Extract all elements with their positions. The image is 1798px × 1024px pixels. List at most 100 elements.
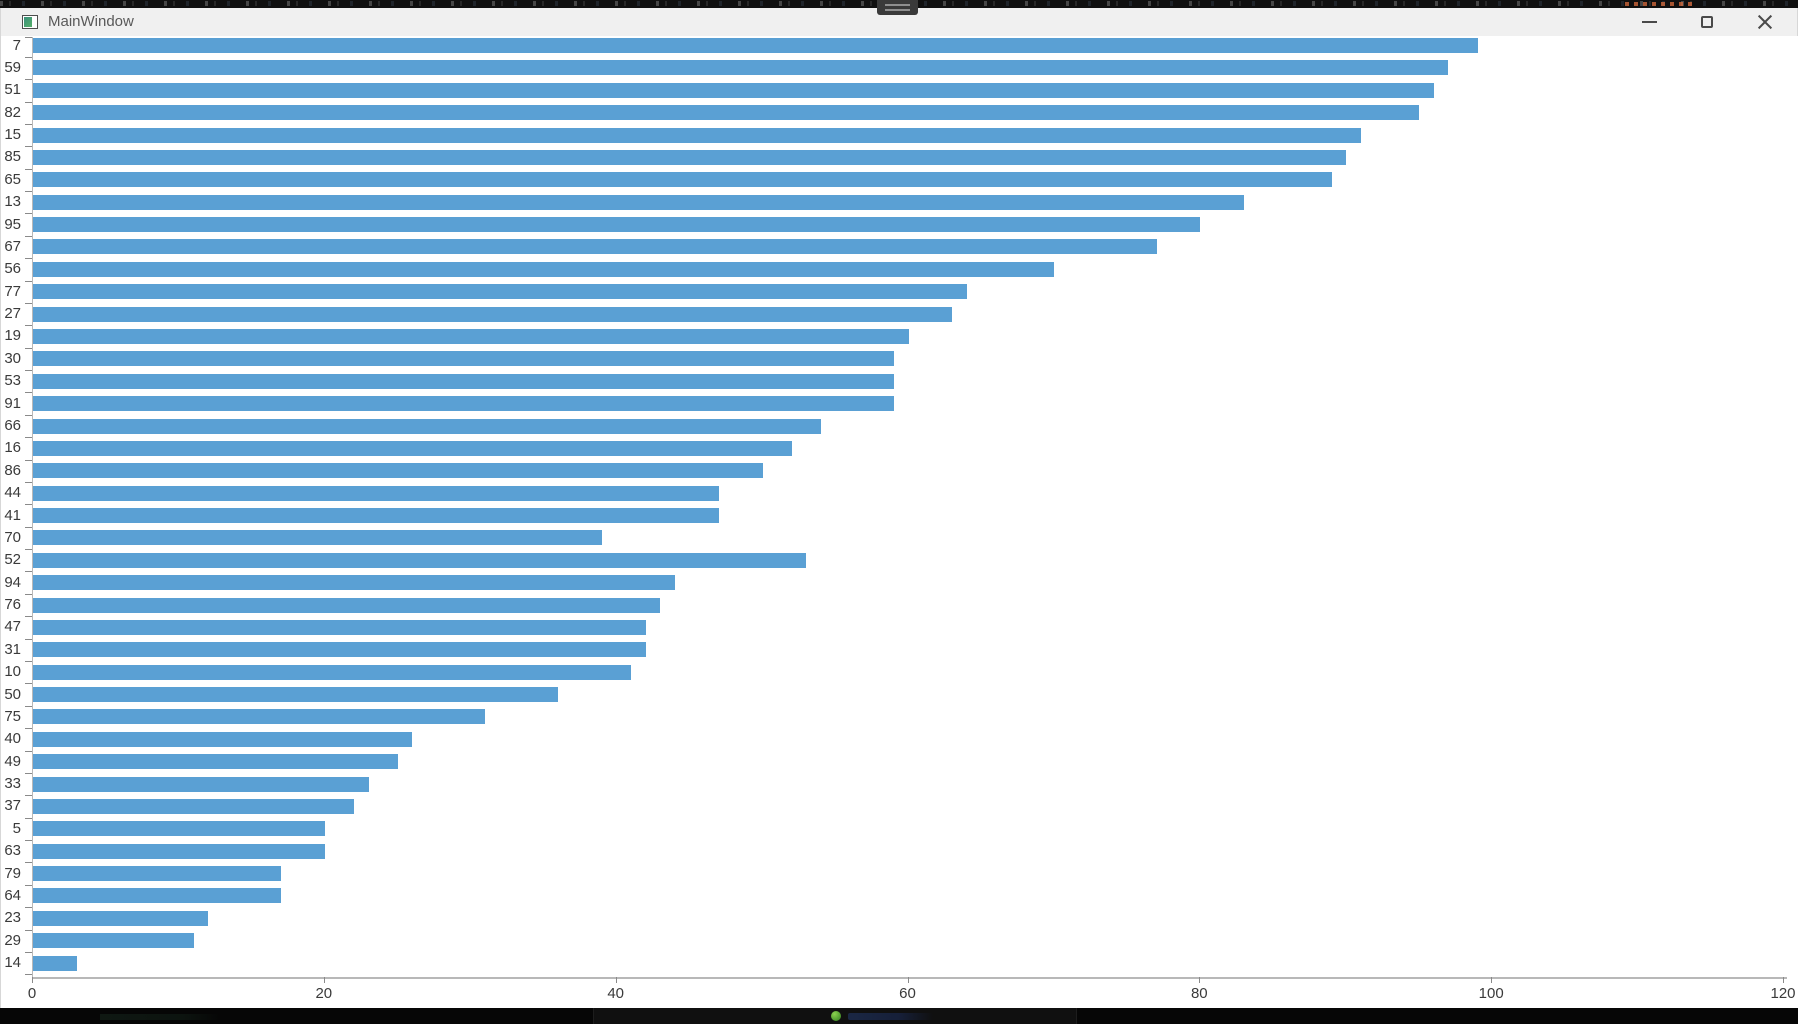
y-axis-tick [25,414,32,416]
bar [33,552,807,568]
y-axis-tick [25,660,32,662]
taskbar-dim-text [100,1014,220,1020]
maximize-button[interactable] [1678,8,1736,36]
y-tick-label: 65 [4,170,21,188]
y-axis-tick [25,481,32,483]
bar [33,664,632,680]
y-axis-tick [25,683,32,685]
background-text-noise-orange [1625,2,1695,6]
bar [33,105,1420,121]
x-tick-label: 120 [1770,985,1796,1002]
y-tick-label: 86 [4,461,21,479]
y-tick-label: 44 [4,484,21,502]
y-axis-tick [25,817,32,819]
bar [33,575,675,591]
bar [33,306,953,322]
y-axis-tick [25,56,32,58]
window-controls [1620,8,1794,36]
x-axis-tick [1199,977,1201,983]
y-axis-tick [25,728,32,730]
y-axis-tick [25,325,32,327]
close-button[interactable] [1736,8,1794,36]
x-axis-tick [32,977,33,983]
y-axis-tick [25,213,32,215]
y-tick-label: 30 [4,349,21,367]
screen-grabber-handle[interactable] [877,0,918,15]
y-tick-label: 79 [4,864,21,882]
window-title: MainWindow [48,13,134,30]
bar [33,933,194,949]
y-axis-tick [25,79,32,81]
y-tick-label: 19 [4,327,21,345]
app-icon [22,15,38,29]
bar [33,731,413,747]
y-tick-label: 10 [4,663,21,681]
y-tick-label: 5 [12,819,21,837]
y-tick-label: 51 [4,81,21,99]
y-tick-label: 91 [4,394,21,412]
y-axis-tick [25,302,32,304]
bar [33,351,894,367]
bar [33,888,282,904]
bar [33,82,1434,98]
y-axis-tick [25,437,32,439]
y-axis-tick [25,593,32,595]
y-axis-tick [25,526,32,528]
x-axis-tick [1783,977,1784,983]
bar [33,776,369,792]
y-tick-label: 13 [4,193,21,211]
bar [33,194,1245,210]
y-axis-line [32,37,33,978]
chart-area: 7 59 51 82 15 85 65 13 95 67 56 77 27 19 30 53 91 66 16 86 4… [1,36,1798,1008]
y-tick-label: 16 [4,439,21,457]
green-app-icon[interactable] [831,1011,841,1021]
bar [33,261,1055,277]
x-tick-label: 80 [1190,985,1208,1002]
y-tick-label: 40 [4,730,21,748]
y-axis-tick [25,504,32,506]
y-tick-label: 70 [4,528,21,546]
bar [33,955,77,971]
y-axis-tick [25,101,32,103]
y-axis-tick [25,459,32,461]
x-tick-label: 100 [1478,985,1504,1002]
y-axis-tick [25,37,32,38]
y-tick-label: 95 [4,215,21,233]
y-axis-tick [25,392,32,394]
bar [33,38,1478,53]
minimize-icon [1641,21,1657,23]
y-axis-tick [25,907,32,909]
y-axis-tick [25,258,32,260]
y-tick-label: 59 [4,58,21,76]
y-axis-tick [25,370,32,371]
y-axis-tick [25,750,32,752]
bar [33,508,719,523]
minimize-button[interactable] [1620,8,1678,36]
y-tick-label: 53 [4,372,21,390]
y-tick-label: 64 [4,886,21,904]
bar [33,597,661,613]
y-tick-label: 63 [4,842,21,860]
y-tick-label: 56 [4,260,21,278]
bar [33,709,486,725]
y-tick-label: 27 [4,305,21,323]
y-axis-tick [25,347,32,349]
bar [33,149,1347,165]
y-tick-label: 33 [4,775,21,792]
bar [33,463,763,479]
taskbar-dim-text [848,1013,933,1020]
y-axis-tick [25,840,32,841]
bar [33,172,1332,188]
y-axis-tick [25,571,32,573]
bar [33,530,603,546]
y-tick-label: 14 [4,954,21,972]
y-axis-tick [25,772,32,774]
bar [33,284,967,300]
y-axis-tick [25,929,32,931]
y-axis-tick [25,638,32,640]
y-axis-tick [25,884,32,886]
y-axis-tick [25,168,32,170]
y-tick-label: 49 [4,752,21,770]
bar [33,239,1157,255]
bar [33,418,821,434]
